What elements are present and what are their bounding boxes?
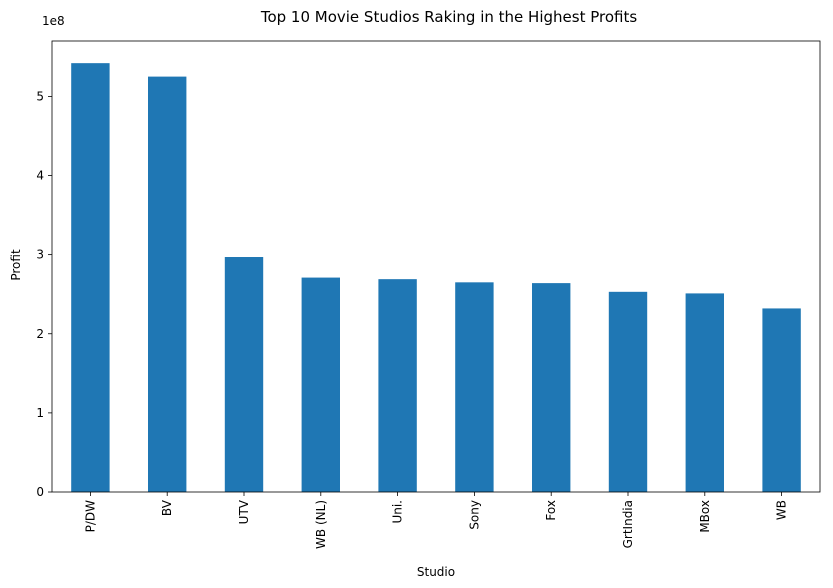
y-tick-label: 0	[36, 485, 44, 499]
plot-frame	[51, 40, 821, 493]
y-tick-label: 2	[36, 327, 44, 341]
bar-fox	[532, 283, 571, 492]
x-tick-label: P/DW	[83, 500, 97, 533]
bar-p-dw	[71, 63, 110, 492]
y-tick-label: 1	[36, 406, 44, 420]
y-axis-multiplier: 1e8	[42, 14, 65, 28]
bar-bv	[148, 76, 187, 493]
x-tick-label: WB	[775, 500, 789, 520]
bar-grtindia	[608, 291, 648, 492]
x-tick-label: BV	[160, 499, 174, 516]
bar-wb-nl	[301, 277, 340, 492]
y-tick-label: 3	[36, 248, 44, 262]
bar-sony	[455, 282, 494, 492]
x-tick-label: MBox	[698, 500, 712, 533]
y-axis-label: Profit	[9, 249, 23, 281]
bar-utv	[224, 257, 264, 492]
bar-mbox	[685, 293, 724, 492]
x-tick-label: Sony	[467, 500, 481, 530]
bar-wb	[762, 308, 801, 492]
x-tick-label: WB (NL)	[314, 500, 328, 549]
x-tick-label: UTV	[237, 499, 251, 524]
x-tick-label: GrtIndia	[621, 500, 635, 548]
y-tick-label: 5	[36, 89, 44, 103]
x-tick-label: Fox	[544, 500, 558, 521]
chart-title: Top 10 Movie Studios Raking in the Highe…	[260, 8, 638, 26]
y-tick-label: 4	[36, 169, 44, 183]
x-tick-label: Uni.	[391, 500, 405, 524]
x-axis-label: Studio	[417, 565, 455, 579]
bar-uni	[378, 279, 417, 492]
plot-area: P/DW BV UTV WB (NL) Uni. Sony Fox GrtIndia MBox W…	[36, 40, 821, 549]
